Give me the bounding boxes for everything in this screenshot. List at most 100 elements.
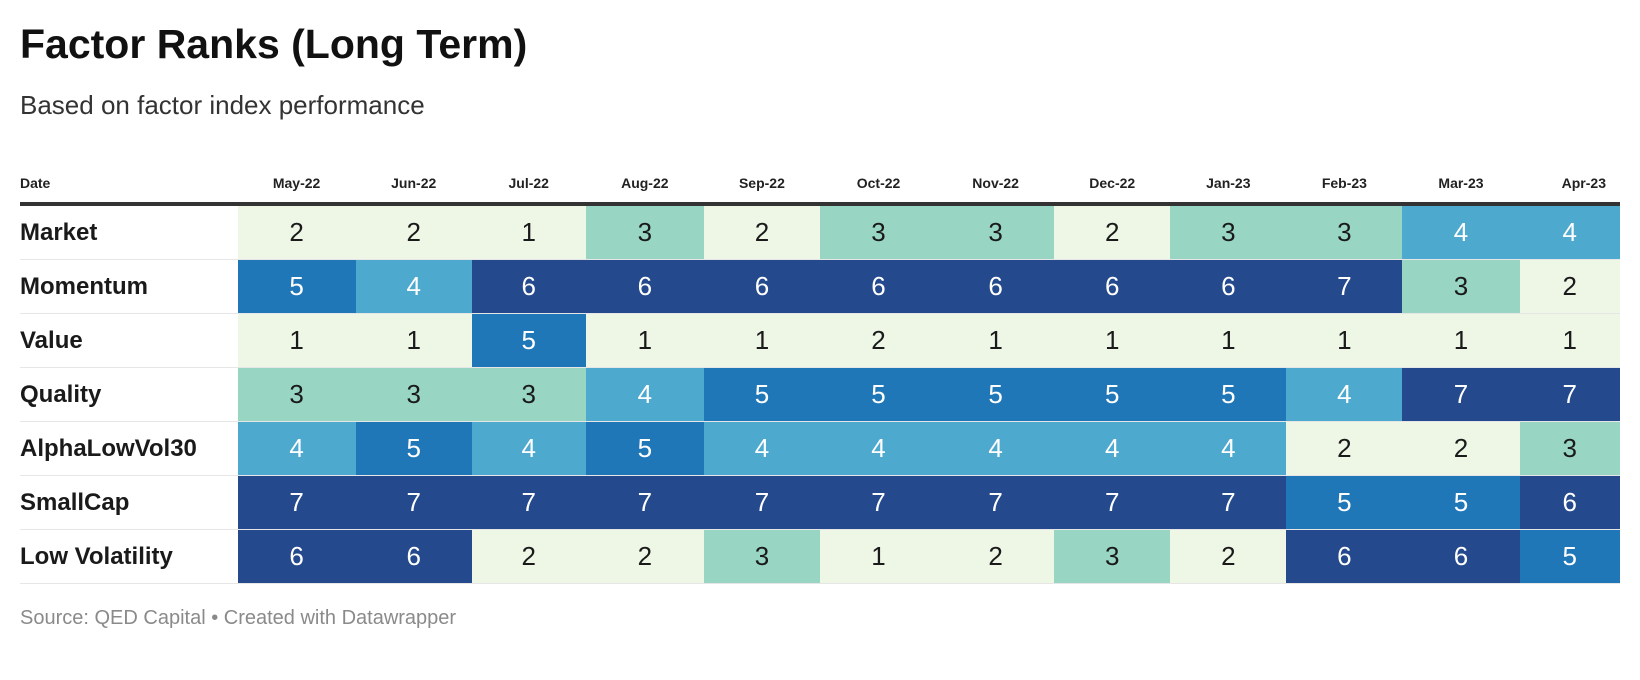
column-header-jun-22: Jun-22 xyxy=(355,164,472,206)
rank-cell: 1 xyxy=(585,313,704,368)
column-header-oct-22: Oct-22 xyxy=(819,164,938,206)
rank-cell: 6 xyxy=(1054,259,1171,314)
rank-cell: 1 xyxy=(355,313,472,368)
rank-cell: 5 xyxy=(1054,367,1171,422)
rank-cell: 5 xyxy=(1286,475,1403,530)
rank-cell: 4 xyxy=(819,421,938,476)
rank-cell: 3 xyxy=(237,367,356,422)
column-header-jul-22: Jul-22 xyxy=(471,164,586,206)
rank-cell: 7 xyxy=(355,475,472,530)
rank-cell: 6 xyxy=(703,259,820,314)
rank-cell: 6 xyxy=(819,259,938,314)
rank-cell: 4 xyxy=(1170,421,1287,476)
rank-cell: 2 xyxy=(937,529,1055,584)
rank-cell: 1 xyxy=(1286,313,1403,368)
rank-cell: 2 xyxy=(1402,421,1520,476)
rank-cell: 3 xyxy=(937,204,1055,260)
rank-cell: 2 xyxy=(1170,529,1287,584)
rank-cell: 6 xyxy=(937,259,1055,314)
rank-cell: 5 xyxy=(1402,475,1520,530)
table-row: Market 2 2 1 3 2 3 3 2 3 3 4 4 xyxy=(20,204,1620,260)
rank-cell: 4 xyxy=(1402,204,1520,260)
rank-cell: 1 xyxy=(1519,313,1620,368)
date-column-header: Date xyxy=(20,164,238,206)
rank-cell: 6 xyxy=(355,529,472,584)
rank-cell: 7 xyxy=(703,475,820,530)
rank-cell: 1 xyxy=(237,313,356,368)
rank-cell: 6 xyxy=(237,529,356,584)
rank-cell: 4 xyxy=(237,421,356,476)
row-label: Quality xyxy=(20,367,238,422)
row-label: Low Volatility xyxy=(20,529,238,584)
rank-cell: 5 xyxy=(471,313,586,368)
rank-cell: 2 xyxy=(585,529,704,584)
table-body: Market 2 2 1 3 2 3 3 2 3 3 4 4 Momentum 5 4 6 6 6 6 6 6 6 7 3 2 Va… xyxy=(20,204,1620,584)
rank-cell: 5 xyxy=(937,367,1055,422)
rank-cell: 1 xyxy=(1170,313,1287,368)
table-row: Value 1 1 5 1 1 2 1 1 1 1 1 1 xyxy=(20,313,1620,368)
rank-cell: 1 xyxy=(471,204,586,260)
rank-cell: 2 xyxy=(819,313,938,368)
rank-cell: 5 xyxy=(703,367,820,422)
column-header-feb-23: Feb-23 xyxy=(1286,164,1403,206)
rank-cell: 7 xyxy=(1286,259,1403,314)
column-header-may-22: May-22 xyxy=(237,164,356,206)
table-row: AlphaLowVol30 4 5 4 5 4 4 4 4 4 2 2 3 xyxy=(20,421,1620,476)
rank-cell: 4 xyxy=(1519,204,1620,260)
rank-cell: 4 xyxy=(355,259,472,314)
rank-cell: 2 xyxy=(1519,259,1620,314)
column-header-aug-22: Aug-22 xyxy=(585,164,704,206)
rank-cell: 6 xyxy=(1402,529,1520,584)
rank-cell: 2 xyxy=(1054,204,1171,260)
rank-cell: 4 xyxy=(1286,367,1403,422)
table-row: Momentum 5 4 6 6 6 6 6 6 6 7 3 2 xyxy=(20,259,1620,314)
row-label: Value xyxy=(20,313,238,368)
rank-cell: 7 xyxy=(1519,367,1620,422)
rank-cell: 3 xyxy=(1402,259,1520,314)
rank-cell: 6 xyxy=(585,259,704,314)
column-header-jan-23: Jan-23 xyxy=(1170,164,1287,206)
chart-subtitle: Based on factor index performance xyxy=(20,90,425,120)
rank-cell: 2 xyxy=(471,529,586,584)
rank-cell: 5 xyxy=(1170,367,1287,422)
table-row: SmallCap 7 7 7 7 7 7 7 7 7 5 5 6 xyxy=(20,475,1620,530)
rank-cell: 5 xyxy=(819,367,938,422)
row-label: SmallCap xyxy=(20,475,238,530)
rank-cell: 6 xyxy=(1170,259,1287,314)
table-row: Low Volatility 6 6 2 2 3 1 2 3 2 6 6 5 xyxy=(20,529,1620,584)
row-label: AlphaLowVol30 xyxy=(20,421,238,476)
rank-cell: 3 xyxy=(703,529,820,584)
rank-cell: 2 xyxy=(703,204,820,260)
rank-cell: 2 xyxy=(355,204,472,260)
rank-cell: 1 xyxy=(1402,313,1520,368)
rank-cell: 2 xyxy=(1286,421,1403,476)
rank-cell: 4 xyxy=(471,421,586,476)
rank-cell: 2 xyxy=(237,204,356,260)
column-header-mar-23: Mar-23 xyxy=(1402,164,1520,206)
rank-cell: 7 xyxy=(1054,475,1171,530)
rank-cell: 7 xyxy=(585,475,704,530)
column-header-sep-22: Sep-22 xyxy=(703,164,820,206)
rank-cell: 5 xyxy=(585,421,704,476)
column-header-dec-22: Dec-22 xyxy=(1054,164,1171,206)
rank-cell: 7 xyxy=(1402,367,1520,422)
rank-cell: 3 xyxy=(1519,421,1620,476)
rank-cell: 3 xyxy=(1286,204,1403,260)
rank-cell: 1 xyxy=(1054,313,1171,368)
chart-title: Factor Ranks (Long Term) xyxy=(20,21,528,67)
rank-cell: 7 xyxy=(471,475,586,530)
chart-footer: Source: QED Capital • Created with Dataw… xyxy=(20,607,457,629)
rank-cell: 7 xyxy=(819,475,938,530)
rank-cell: 4 xyxy=(703,421,820,476)
rank-cell: 1 xyxy=(703,313,820,368)
rank-cell: 4 xyxy=(1054,421,1171,476)
rank-cell: 7 xyxy=(237,475,356,530)
rank-cell: 3 xyxy=(355,367,472,422)
rank-cell: 3 xyxy=(1170,204,1287,260)
column-header-apr-23: Apr-23 xyxy=(1519,164,1620,206)
rank-cell: 7 xyxy=(937,475,1055,530)
row-label: Market xyxy=(20,204,238,260)
row-label: Momentum xyxy=(20,259,238,314)
table-header-row: Date May-22 Jun-22 Jul-22 Aug-22 Sep-22 Oct-2… xyxy=(20,164,1620,206)
